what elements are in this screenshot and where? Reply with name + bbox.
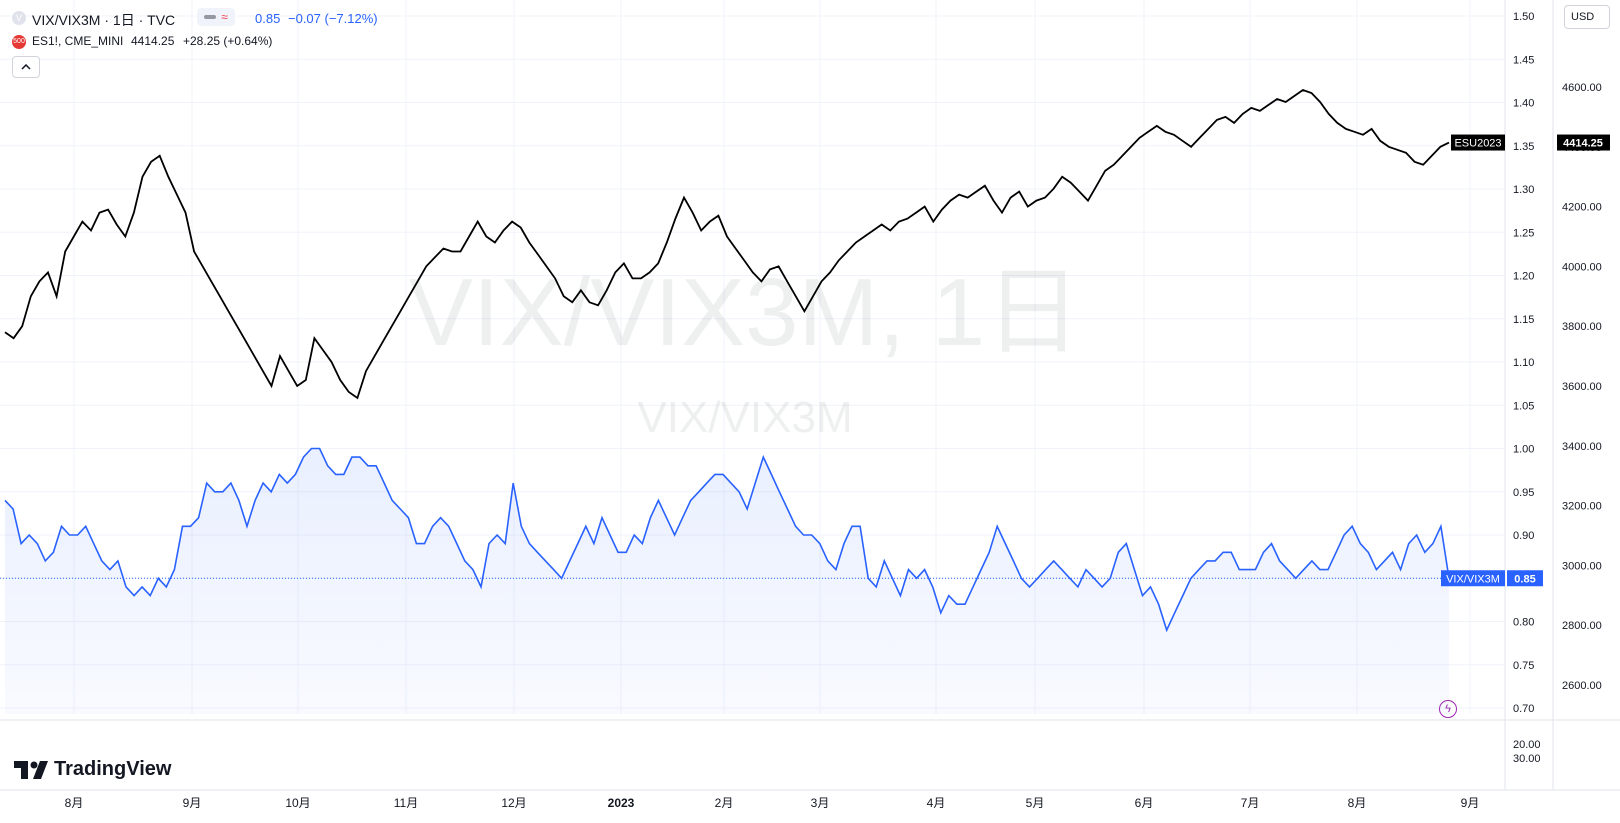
left-axis-tick-label: 1.15 [1513, 314, 1534, 326]
sp500-badge-icon: 500 [12, 35, 26, 49]
left-axis-tick-label: 1.05 [1513, 400, 1534, 412]
time-axis-label: 9月 [1461, 796, 1480, 810]
time-axis-label: 7月 [1241, 796, 1260, 810]
left-axis-tick-label: 0.75 [1513, 660, 1534, 672]
vix-ratio-line[interactable] [4, 447, 1450, 633]
right-axis-tick-label: 2600.00 [1562, 680, 1602, 692]
right-axis-tick-label: 3800.00 [1562, 321, 1602, 333]
series-name-label-bg [1441, 570, 1505, 587]
time-axis-label: 6月 [1135, 796, 1154, 810]
last-value-label-bg [1507, 570, 1543, 587]
left-axis-tick-label: 0.70 [1513, 703, 1534, 715]
left-axis-tick-label: 0.80 [1513, 617, 1534, 629]
left-axis-tick-label: 1.20 [1513, 271, 1534, 283]
main-price: 0.85 [255, 11, 281, 26]
time-axis-label: 2023 [608, 796, 635, 810]
right-axis-tick-label: 4600.00 [1562, 82, 1602, 94]
secondary-change: +28.25 (+0.64%) [183, 34, 273, 48]
secondary-price: 4414.25 [131, 34, 175, 48]
es-last-value-label: 4414.25 [1563, 138, 1603, 150]
right-axis-tick-label: 2800.00 [1562, 620, 1602, 632]
left-axis-tick-label: 1.00 [1513, 444, 1534, 456]
left-axis-tick-label: 0.90 [1513, 530, 1534, 542]
vix-ratio-area [5, 448, 1449, 714]
right-axis-tick-label: 3400.00 [1562, 441, 1602, 453]
lower-pane-tick-label: 30.00 [1513, 753, 1541, 765]
es-last-value-bg [1557, 134, 1610, 151]
es-name-label-bg [1451, 134, 1505, 151]
left-axis-tick-label: 1.45 [1513, 54, 1534, 66]
time-axis-label: 11月 [394, 796, 418, 810]
left-axis-tick-label: 1.10 [1513, 357, 1534, 369]
left-axis-tick-label: 1.30 [1513, 184, 1534, 196]
lower-pane-tick-label: 20.00 [1513, 739, 1541, 751]
left-axis-tick-label: 1.40 [1513, 98, 1534, 110]
time-axis-label: 8月 [1348, 796, 1367, 810]
es-futures-line[interactable] [4, 88, 1450, 400]
time-axis-label: 10月 [285, 796, 310, 810]
right-axis-tick-label: 3600.00 [1562, 381, 1602, 393]
lightning-icon: ϟ [1445, 702, 1451, 715]
time-axis-label: 3月 [811, 796, 830, 810]
left-axis-tick-label: 1.35 [1513, 141, 1534, 153]
watermark-title: VIX/VIX3M, 1日 [409, 259, 1081, 366]
logo-text: TradingView [54, 758, 172, 780]
time-axis-label: 2月 [715, 796, 734, 810]
wave-icon: ≈ [221, 10, 228, 24]
time-axis-label: 8月 [65, 796, 84, 810]
es-name-label: ESU2023 [1454, 138, 1501, 150]
symbol-logo-icon: V [12, 11, 26, 25]
tradingview-logo-icon [14, 760, 48, 779]
right-axis-tick-label: 4200.00 [1562, 202, 1602, 214]
chevron-up-icon [21, 64, 31, 70]
left-axis-tick-label: 1.25 [1513, 227, 1534, 239]
eye-icon [204, 15, 217, 19]
left-axis-tick-label: 1.50 [1513, 11, 1534, 23]
series-name-label: VIX/VIX3M [1446, 573, 1500, 585]
last-value-label: 0.85 [1514, 573, 1535, 585]
main-change: −0.07 (−7.12%) [288, 11, 378, 26]
right-axis-tick-label: 4000.00 [1562, 261, 1602, 273]
left-axis-tick-label: 0.95 [1513, 487, 1534, 499]
main-symbol-title[interactable]: VIX/VIX3M · 1日 · TVC [32, 12, 176, 28]
time-axis-label: 4月 [927, 796, 946, 810]
replay-button[interactable]: ϟ [1439, 700, 1457, 718]
time-axis-label: 12月 [501, 796, 526, 810]
right-axis-tick-label: 3200.00 [1562, 501, 1602, 513]
tradingview-logo[interactable]: TradingView [14, 758, 171, 781]
collapse-legend-button[interactable] [12, 56, 40, 78]
visibility-toggle-button[interactable]: ≈ [197, 8, 235, 26]
time-axis-label: 9月 [183, 796, 202, 810]
secondary-symbol-title[interactable]: ES1!, CME_MINI [32, 34, 124, 48]
right-axis-tick-label: 3000.00 [1562, 560, 1602, 572]
currency-button[interactable]: USD [1564, 5, 1610, 29]
watermark-subtitle: VIX/VIX3M [637, 393, 852, 442]
time-axis-label: 5月 [1026, 796, 1045, 810]
